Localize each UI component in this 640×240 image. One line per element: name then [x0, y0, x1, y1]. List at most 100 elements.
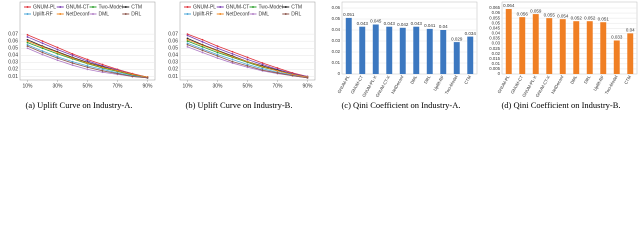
point [186, 43, 189, 46]
value-label: 0.042 [397, 22, 409, 27]
bar [359, 26, 366, 74]
point [246, 56, 249, 59]
point [306, 76, 309, 79]
point [201, 44, 204, 47]
x-tick-label: DML [409, 74, 418, 85]
value-label: 0.052 [584, 15, 596, 20]
x-tick-label: 90% [142, 83, 153, 89]
bar [546, 18, 553, 74]
x-tick-label: DRL [583, 74, 592, 84]
legend-label: Uplift-RF [33, 11, 53, 17]
legend-label: GNUM-CT [226, 4, 250, 10]
caption: (c) Qini Coefficient on Industry-A. [341, 100, 460, 110]
bar [345, 17, 352, 74]
point [131, 75, 134, 78]
legend-marker [252, 6, 254, 8]
legend-marker [92, 13, 94, 15]
value-label: 0.04 [626, 28, 635, 33]
bar [386, 26, 393, 74]
point [246, 66, 249, 69]
y-tick-label: 0.02 [8, 67, 18, 73]
point [71, 62, 74, 64]
value-label: 0.033 [611, 35, 623, 40]
legend-label: GNUM-PL [193, 4, 216, 10]
point [201, 45, 204, 48]
series-line [27, 36, 148, 78]
y-tick-label: 0.02 [168, 67, 178, 73]
point [71, 60, 74, 63]
point [201, 48, 204, 50]
point [56, 48, 59, 51]
point [26, 38, 29, 41]
point [41, 40, 44, 43]
x-tick-label: GNUM-PL [336, 74, 351, 94]
point [186, 40, 189, 43]
point [101, 71, 104, 74]
point [216, 55, 219, 57]
point [231, 62, 234, 64]
point [41, 53, 44, 56]
point [101, 63, 104, 66]
point [71, 52, 74, 55]
legend-marker [284, 6, 287, 8]
x-tick-label: NetDeconf [390, 74, 405, 95]
bar [413, 26, 420, 74]
value-label: 0.045 [370, 19, 382, 24]
point [101, 69, 104, 72]
legend-label: Two-Model [259, 4, 283, 10]
point [276, 67, 279, 69]
caption: (d) Qini Coefficient on Industry-B. [501, 100, 620, 110]
point [186, 42, 189, 45]
y-tick-label: 0.045 [489, 25, 500, 30]
legend-marker [186, 6, 189, 8]
point [231, 52, 234, 55]
y-tick-label: 0.01 [168, 74, 178, 80]
point [231, 55, 234, 58]
x-tick-label: Two-Model [604, 75, 619, 96]
y-tick-label: 0.005 [489, 66, 500, 71]
y-tick-label: 0.015 [489, 56, 500, 61]
legend-label: GNUM-PL [33, 4, 56, 10]
y-tick-label: 0.03 [492, 41, 501, 46]
y-tick-label: 0.025 [489, 46, 500, 51]
x-tick-label: 70% [272, 83, 283, 89]
legend-marker [59, 6, 62, 8]
point [276, 72, 279, 74]
y-tick-label: 0.06 [492, 10, 501, 15]
point [71, 64, 74, 67]
y-tick-label: 0.04 [332, 27, 341, 32]
y-tick-label: 0.04 [168, 53, 178, 59]
point [216, 50, 219, 52]
point [186, 45, 189, 48]
point [186, 33, 189, 36]
point [186, 34, 189, 37]
y-tick-label: 0 [338, 71, 341, 76]
x-tick-label: GNUM-PL [496, 74, 511, 94]
point [71, 57, 74, 60]
x-tick-label: DRL [423, 74, 432, 84]
point [41, 50, 44, 52]
x-tick-label: 70% [112, 83, 123, 89]
y-tick-label: 0.035 [489, 36, 500, 41]
x-tick-label: 30% [212, 83, 223, 89]
point [56, 52, 59, 55]
y-tick-label: 0.03 [332, 38, 341, 43]
point [101, 68, 104, 71]
x-tick-label: CTM [623, 74, 632, 85]
bar [372, 24, 379, 74]
point [146, 76, 149, 79]
point [201, 51, 204, 54]
point [246, 60, 249, 63]
legend-label: DRL [131, 11, 141, 17]
point [261, 69, 264, 72]
x-tick-label: NetDeconf [550, 74, 565, 95]
y-tick-label: 0.04 [8, 53, 18, 59]
value-label: 0.051 [343, 12, 355, 17]
legend-label: NetDeconf [66, 11, 90, 17]
legend-label: NetDeconf [226, 11, 250, 17]
legend-marker [284, 13, 287, 15]
x-tick-label: Uplift-RF [592, 74, 605, 92]
y-tick-label: 0.06 [332, 5, 341, 10]
point [86, 66, 89, 69]
